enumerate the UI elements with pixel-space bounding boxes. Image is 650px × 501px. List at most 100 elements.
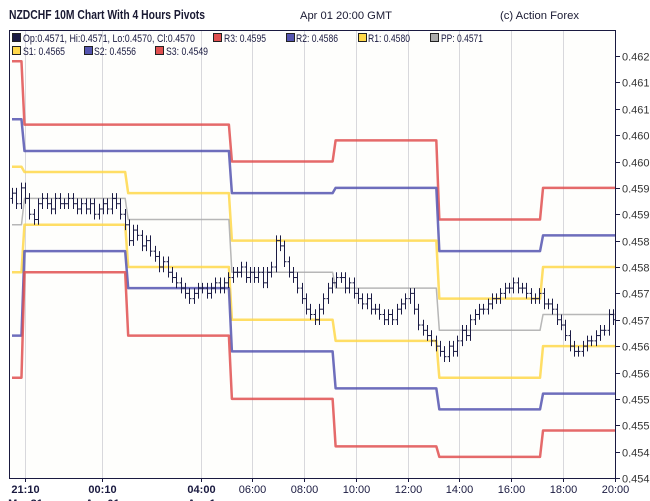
pivot-line-r1 — [12, 165, 615, 300]
ohlc-bar — [304, 293, 309, 315]
y-tick-label: 0.4605 — [622, 131, 650, 143]
ohlc-bar — [213, 277, 218, 294]
legend-r3: R3: 0.4595 — [224, 33, 266, 45]
legend-item-r2: R2: 0.4586 — [286, 33, 338, 45]
ohlc-bar — [62, 198, 67, 209]
ohlc-bar — [524, 282, 529, 299]
y-tick-label: 0.4615 — [622, 78, 650, 90]
ohlc-bar — [88, 198, 93, 215]
ohlc-bar — [36, 198, 41, 225]
ohlc-bar — [589, 335, 594, 347]
ohlc-bar — [40, 193, 45, 209]
ohlc-bar — [464, 325, 469, 341]
ohlc-bar — [542, 288, 547, 310]
x-tick-label: 12:00 — [395, 484, 423, 496]
ohlc-bar — [382, 309, 387, 326]
legend-item-ohlc: Op:0.4571, Hi:0.4571, Lo:0.4570, Cl:0.45… — [12, 33, 195, 45]
ohlc-bar — [330, 277, 335, 294]
y-tick-label: 0.4545 — [622, 448, 650, 460]
ohlc-bar — [114, 193, 119, 209]
ohlc-bar — [537, 288, 542, 304]
ohlc-bar — [287, 256, 292, 278]
ohlc-bar — [425, 325, 430, 341]
ohlc-bar — [269, 261, 274, 278]
legend-swatch-r1 — [358, 33, 367, 42]
ohlc-bar — [265, 267, 270, 289]
ohlc-bar — [187, 288, 192, 304]
x-tick-label: 10:00 — [343, 484, 371, 496]
ohlc-bar — [421, 319, 426, 336]
legend-swatch-s2 — [84, 46, 93, 55]
ohlc-bar — [334, 272, 339, 289]
ohlc-bar — [110, 193, 115, 215]
legend-swatch-s3 — [155, 46, 164, 55]
ohlc-bar — [395, 303, 400, 326]
y-tick-label: 0.4570 — [622, 316, 650, 328]
ohlc-bar — [10, 187, 15, 204]
ohlc-bar — [386, 309, 391, 326]
ohlc-bar — [511, 277, 516, 294]
ohlc-bar — [447, 340, 452, 362]
ohlc-bar — [161, 256, 166, 273]
ohlc-bar — [166, 256, 171, 278]
ohlc-bar — [339, 272, 344, 283]
y-tick-label: 0.4555 — [622, 395, 650, 407]
pivot-line-s2 — [12, 249, 615, 411]
ohlc-bar — [239, 261, 244, 278]
ohlc-bar — [602, 325, 607, 336]
ohlc-bar — [313, 309, 318, 326]
x-tick-label: 04:00 — [187, 484, 215, 496]
ohlc-bar — [352, 277, 357, 299]
ohlc-bar — [244, 261, 249, 283]
legend-pp: PP: 0.4571 — [441, 33, 483, 45]
ohlc-bar — [256, 267, 261, 283]
legend-ohlc: Op:0.4571, Hi:0.4571, Lo:0.4570, Cl:0.45… — [23, 33, 195, 45]
ohlc-bar — [144, 235, 149, 252]
ohlc-bar — [451, 340, 456, 357]
ohlc-bar — [127, 219, 132, 246]
ohlc-bar — [550, 298, 555, 315]
ohlc-bar — [291, 267, 296, 283]
ohlc-bar — [473, 309, 478, 326]
ohlc-bar — [607, 309, 612, 336]
ohlc-bar — [123, 208, 128, 231]
legend-swatch-price — [12, 33, 21, 42]
x-tick-label: 21:10 — [11, 484, 39, 496]
ohlc-bar — [135, 224, 140, 241]
x-tick-date: Mar 31 — [8, 498, 43, 501]
ohlc-bar — [209, 282, 214, 299]
legend-r1: R1: 0.4580 — [368, 33, 410, 45]
ohlc-bar — [529, 288, 534, 304]
x-tick-label: 20:00 — [602, 484, 630, 496]
pivot-line-r2 — [12, 118, 615, 253]
x-tick-date: Apr 1 — [187, 498, 215, 501]
ohlc-bar — [434, 335, 439, 352]
ohlc-bar — [572, 340, 577, 357]
plot-frame — [9, 30, 616, 479]
ohlc-bar — [300, 282, 305, 304]
ohlc-bar — [494, 293, 499, 304]
ohlc-bar — [412, 288, 417, 315]
ohlc-bar — [347, 277, 352, 294]
legend-s3: S3: 0.4549 — [166, 46, 208, 58]
ohlc-bar — [468, 314, 473, 341]
ohlc-bar — [343, 272, 348, 294]
chart-title: NZDCHF 10M Chart With 4 Hours Pivots — [9, 7, 205, 22]
ohlc-bar — [295, 272, 300, 294]
ohlc-bar — [365, 293, 370, 310]
legend-item-r3: R3: 0.4595 — [213, 33, 266, 45]
copyright-label: (c) Action Forex — [500, 10, 580, 22]
ohlc-bar — [390, 309, 395, 326]
legend-item-s1: S1: 0.4565 — [12, 46, 65, 58]
ohlc-bar — [32, 208, 37, 225]
ohlc-bar — [248, 267, 253, 283]
ohlc-bar — [546, 298, 551, 310]
ohlc-bar — [235, 267, 240, 278]
pivot-line-s1 — [12, 223, 615, 380]
ohlc-bar — [377, 303, 382, 320]
ohlc-bar — [594, 330, 599, 347]
ohlc-bar — [274, 235, 279, 273]
